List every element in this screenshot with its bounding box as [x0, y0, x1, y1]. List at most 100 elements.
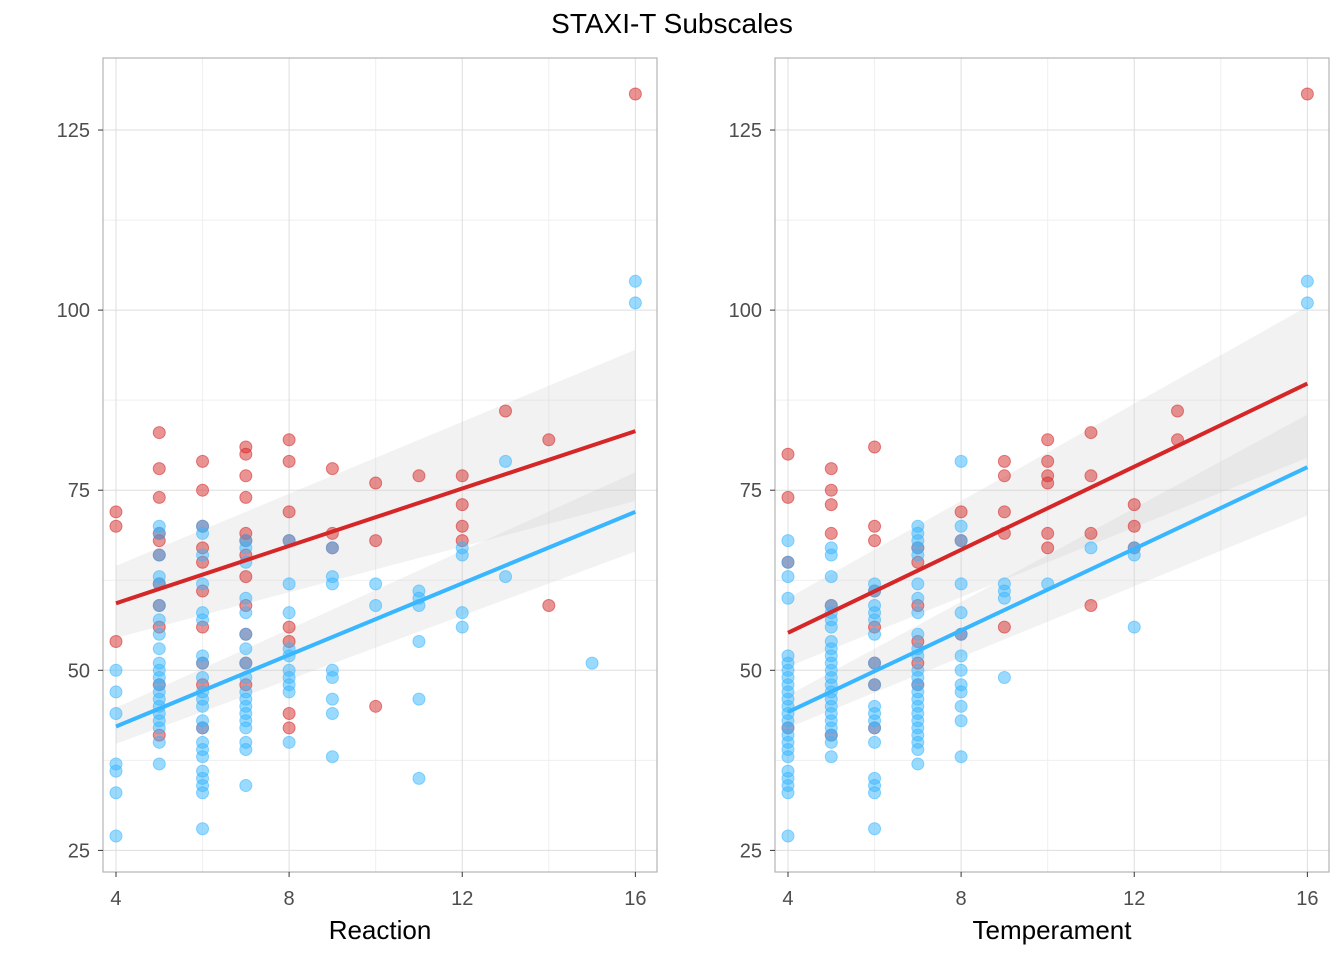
- data-point: [412, 469, 426, 483]
- data-point: [1041, 476, 1055, 490]
- data-point: [1041, 541, 1055, 555]
- data-point: [1127, 620, 1141, 634]
- data-point: [152, 642, 166, 656]
- series-points: [109, 274, 642, 843]
- y-tick-label: 100: [729, 300, 762, 322]
- data-point: [1084, 598, 1098, 612]
- data-point: [239, 627, 253, 641]
- data-point: [196, 483, 210, 497]
- data-point: [282, 620, 296, 634]
- data-point: [455, 469, 469, 483]
- data-point: [628, 87, 642, 101]
- data-point: [152, 598, 166, 612]
- data-point: [954, 685, 968, 699]
- data-point: [781, 750, 795, 764]
- data-point: [412, 692, 426, 706]
- data-point: [824, 570, 838, 584]
- data-point: [911, 743, 925, 757]
- data-point: [282, 577, 296, 591]
- data-point: [325, 750, 339, 764]
- data-point: [499, 570, 513, 584]
- data-point: [1041, 526, 1055, 540]
- data-point: [954, 699, 968, 713]
- data-point: [585, 656, 599, 670]
- data-point: [824, 750, 838, 764]
- data-point: [239, 743, 253, 757]
- data-point: [824, 526, 838, 540]
- data-point: [911, 627, 925, 641]
- data-point: [152, 613, 166, 627]
- data-point: [196, 699, 210, 713]
- trend-line: [787, 381, 1309, 635]
- chart-title: STAXI-T Subscales: [551, 8, 793, 39]
- data-point: [455, 548, 469, 562]
- series-points: [781, 274, 1314, 843]
- data-point: [628, 274, 642, 288]
- data-point: [997, 620, 1011, 634]
- data-point: [1300, 296, 1314, 310]
- data-point: [542, 433, 556, 447]
- panel-frame: [774, 57, 1330, 873]
- trend-line: [115, 509, 637, 729]
- data-point: [152, 526, 166, 540]
- data-point: [282, 505, 296, 519]
- data-point: [369, 598, 383, 612]
- data-point: [781, 591, 795, 605]
- data-point: [412, 634, 426, 648]
- data-point: [412, 771, 426, 785]
- data-point: [781, 829, 795, 843]
- data-point: [954, 663, 968, 677]
- data-point: [954, 750, 968, 764]
- data-point: [997, 469, 1011, 483]
- data-point: [369, 476, 383, 490]
- data-point: [911, 757, 925, 771]
- data-point: [325, 541, 339, 555]
- data-point: [455, 620, 469, 634]
- data-point: [868, 678, 882, 692]
- data-point: [1127, 519, 1141, 533]
- data-point: [109, 519, 123, 533]
- data-point: [109, 634, 123, 648]
- data-point: [911, 548, 925, 562]
- data-point: [196, 671, 210, 685]
- data-point: [239, 469, 253, 483]
- data-point: [954, 519, 968, 533]
- data-point: [1041, 433, 1055, 447]
- data-point: [152, 462, 166, 476]
- y-tick-label: 100: [57, 300, 90, 322]
- data-point: [196, 656, 210, 670]
- data-point: [911, 577, 925, 591]
- data-point: [1127, 498, 1141, 512]
- data-point: [824, 498, 838, 512]
- data-point: [196, 548, 210, 562]
- data-point: [325, 577, 339, 591]
- data-point: [282, 606, 296, 620]
- data-point: [239, 656, 253, 670]
- data-point: [152, 757, 166, 771]
- x-tick-label: 16: [624, 888, 646, 910]
- data-point: [499, 454, 513, 468]
- data-point: [954, 577, 968, 591]
- data-point: [282, 433, 296, 447]
- panel-reaction: 25 50 75 100 125 4 8 12 16 Reaction: [57, 57, 658, 945]
- data-point: [196, 750, 210, 764]
- data-point: [868, 627, 882, 641]
- data-point: [455, 519, 469, 533]
- data-point: [455, 606, 469, 620]
- data-point: [196, 822, 210, 836]
- y-tick-label: 75: [68, 480, 90, 502]
- data-point: [282, 685, 296, 699]
- data-point: [239, 570, 253, 584]
- data-point: [239, 606, 253, 620]
- data-point: [455, 498, 469, 512]
- x-tick-label: 12: [1123, 888, 1145, 910]
- data-point: [1084, 469, 1098, 483]
- y-tick-label: 50: [68, 660, 90, 682]
- data-point: [369, 534, 383, 548]
- y-tick-label: 50: [740, 660, 762, 682]
- data-point: [824, 483, 838, 497]
- data-point: [628, 296, 642, 310]
- y-tick-label: 125: [57, 120, 90, 142]
- data-point: [239, 447, 253, 461]
